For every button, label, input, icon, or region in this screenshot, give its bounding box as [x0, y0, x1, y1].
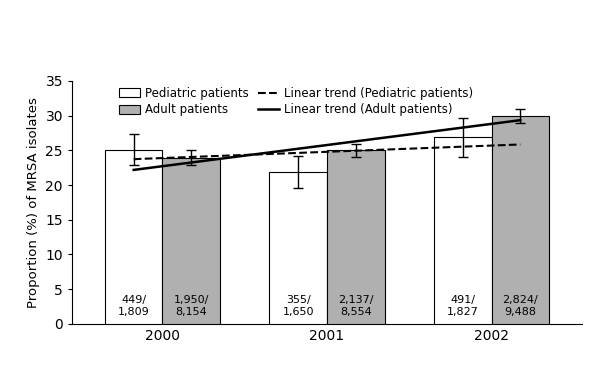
Text: 2,137/
8,554: 2,137/ 8,554	[338, 294, 374, 317]
Bar	[327, 151, 385, 324]
Text: 355/
1,650: 355/ 1,650	[283, 294, 314, 317]
Bar	[163, 158, 220, 324]
Bar	[105, 150, 163, 324]
Text: 449/
1,809: 449/ 1,809	[118, 294, 149, 317]
Bar	[434, 137, 491, 324]
Y-axis label: Proportion (%) of MRSA isolates: Proportion (%) of MRSA isolates	[27, 97, 40, 308]
Text: 2,824/
9,488: 2,824/ 9,488	[502, 294, 538, 317]
Legend: Pediatric patients, Adult patients, Linear trend (Pediatric patients), Linear tr: Pediatric patients, Adult patients, Line…	[119, 87, 473, 116]
Text: 491/
1,827: 491/ 1,827	[447, 294, 479, 317]
Bar	[269, 172, 327, 324]
Bar	[491, 116, 549, 324]
Text: 1,950/
8,154: 1,950/ 8,154	[173, 294, 209, 317]
